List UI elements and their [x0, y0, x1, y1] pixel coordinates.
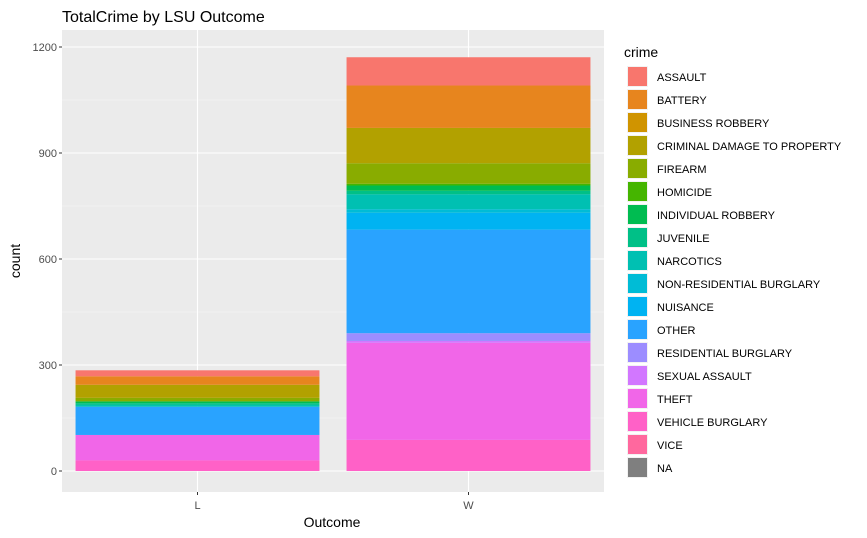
- y-axis-label: count: [7, 244, 23, 278]
- y-tick-label: 1200: [33, 42, 57, 54]
- legend-key-swatch: [628, 274, 647, 293]
- legend-key-swatch: [628, 343, 647, 362]
- bar-segment: [75, 384, 320, 398]
- legend-key-swatch: [628, 412, 647, 431]
- y-tick-label: 0: [51, 466, 57, 478]
- bar-segment: [75, 460, 320, 471]
- legend-label: HOMICIDE: [657, 187, 712, 199]
- bar-segment: [75, 376, 320, 385]
- legend-key-swatch: [628, 136, 647, 155]
- y-tick-label: 300: [39, 360, 57, 372]
- legend-key-swatch: [628, 435, 647, 454]
- bar-segment: [346, 229, 591, 334]
- legend-key-swatch: [628, 228, 647, 247]
- legend-label: NON-RESIDENTIAL BURGLARY: [657, 279, 821, 291]
- legend-key-swatch: [628, 366, 647, 385]
- legend-label: FIREARM: [657, 164, 707, 176]
- bar-segment: [346, 127, 591, 164]
- legend-key-swatch: [628, 320, 647, 339]
- legend-label: BUSINESS ROBBERY: [657, 118, 770, 130]
- legend-label: NA: [657, 463, 673, 475]
- x-tick-label: L: [194, 500, 200, 512]
- bar-segment: [346, 212, 591, 230]
- axes: 0 300 600 900 1200 L W: [33, 42, 475, 512]
- bar-segment: [346, 194, 591, 210]
- legend-key-swatch: [628, 389, 647, 408]
- legend-label: RESIDENTIAL BURGLARY: [657, 348, 793, 360]
- legend-label: SEXUAL ASSAULT: [657, 371, 752, 383]
- legend-label: THEFT: [657, 394, 693, 406]
- bar-segment: [75, 397, 320, 402]
- bar-segment: [346, 342, 591, 440]
- legend-title: crime: [624, 44, 658, 60]
- legend-key-swatch: [628, 182, 647, 201]
- bar-segment: [75, 406, 320, 435]
- bar-segment: [346, 183, 591, 186]
- legend-label: VICE: [657, 440, 683, 452]
- x-axis-label: Outcome: [304, 514, 361, 530]
- legend-label: CRIMINAL DAMAGE TO PROPERTY: [657, 141, 842, 153]
- legend-label: NUISANCE: [657, 302, 714, 314]
- bar-segment: [346, 209, 591, 213]
- legend-key-swatch: [628, 159, 647, 178]
- bar-segment: [346, 439, 591, 471]
- bar-segment: [75, 370, 320, 377]
- legend-key-swatch: [628, 67, 647, 86]
- bars: [75, 57, 591, 471]
- bar-segment: [346, 57, 591, 86]
- legend-label: VEHICLE BURGLARY: [657, 417, 768, 429]
- legend-label: ASSAULT: [657, 72, 707, 84]
- legend-key-swatch: [628, 458, 647, 477]
- bar-segment: [75, 401, 320, 404]
- bar-segment: [346, 340, 591, 343]
- y-tick-label: 600: [39, 254, 57, 266]
- legend-key-swatch: [628, 90, 647, 109]
- y-tick-label: 900: [39, 148, 57, 160]
- legend-key-swatch: [628, 113, 647, 132]
- bar-segment: [346, 333, 591, 341]
- bar-segment: [75, 434, 320, 461]
- bar-segment: [346, 185, 591, 191]
- legend-key-swatch: [628, 297, 647, 316]
- legend-label: BATTERY: [657, 95, 707, 107]
- legend: crime ASSAULT BATTERY BUSINESS ROBBERY CRIM…: [624, 44, 842, 478]
- bar-segment: [346, 85, 591, 128]
- bar-segment: [75, 404, 320, 407]
- x-tick-label: W: [463, 500, 474, 512]
- legend-label: NARCOTICS: [657, 256, 722, 268]
- legend-label: JUVENILE: [657, 233, 710, 245]
- chart-title: TotalCrime by LSU Outcome: [62, 9, 265, 26]
- legend-key-swatch: [628, 251, 647, 270]
- legend-label: INDIVIDUAL ROBBERY: [657, 210, 776, 222]
- bar-segment: [75, 403, 320, 405]
- legend-label: OTHER: [657, 325, 696, 337]
- bar-segment: [346, 163, 591, 184]
- legend-key-swatch: [628, 205, 647, 224]
- bar-segment: [346, 190, 591, 195]
